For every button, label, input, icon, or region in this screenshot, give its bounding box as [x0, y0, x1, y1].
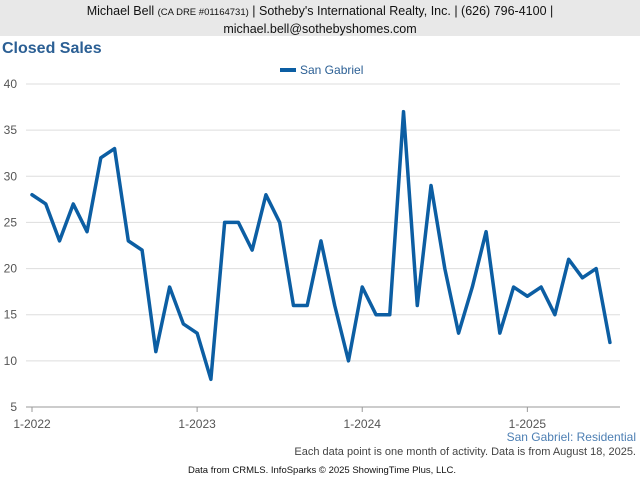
- y-tick-label: 40: [4, 77, 18, 91]
- x-tick-label: 1-2022: [13, 417, 51, 431]
- y-tick-label: 10: [4, 354, 18, 368]
- x-tick-label: 1-2024: [344, 417, 382, 431]
- y-tick-label: 30: [4, 169, 18, 183]
- series-line-san-gabriel: [30, 109, 612, 382]
- y-tick-label: 25: [4, 215, 18, 229]
- data-note: Each data point is one month of activity…: [294, 446, 636, 458]
- y-tick-label: 35: [4, 123, 18, 137]
- x-tick-label: 1-2025: [509, 417, 547, 431]
- agent-company-phone: | Sotheby's International Realty, Inc. |…: [252, 4, 554, 18]
- y-tick-label: 15: [4, 308, 18, 322]
- y-tick-label: 5: [10, 400, 17, 414]
- region-label: San Gabriel: Residential: [506, 430, 636, 444]
- agent-email[interactable]: michael.bell@sothebyshomes.com: [223, 22, 417, 36]
- x-tick-label: 1-2023: [178, 417, 216, 431]
- data-source: Data from CRMLS. InfoSparks © 2025 Showi…: [188, 465, 457, 476]
- chart-title: Closed Sales: [2, 40, 102, 57]
- agent-license: (CA DRE #01164731): [157, 7, 249, 18]
- agent-header: Michael Bell (CA DRE #01164731) | Sotheb…: [0, 0, 640, 36]
- legend-label[interactable]: San Gabriel: [300, 63, 363, 77]
- agent-name: Michael Bell: [86, 4, 155, 18]
- y-tick-label: 20: [4, 262, 18, 276]
